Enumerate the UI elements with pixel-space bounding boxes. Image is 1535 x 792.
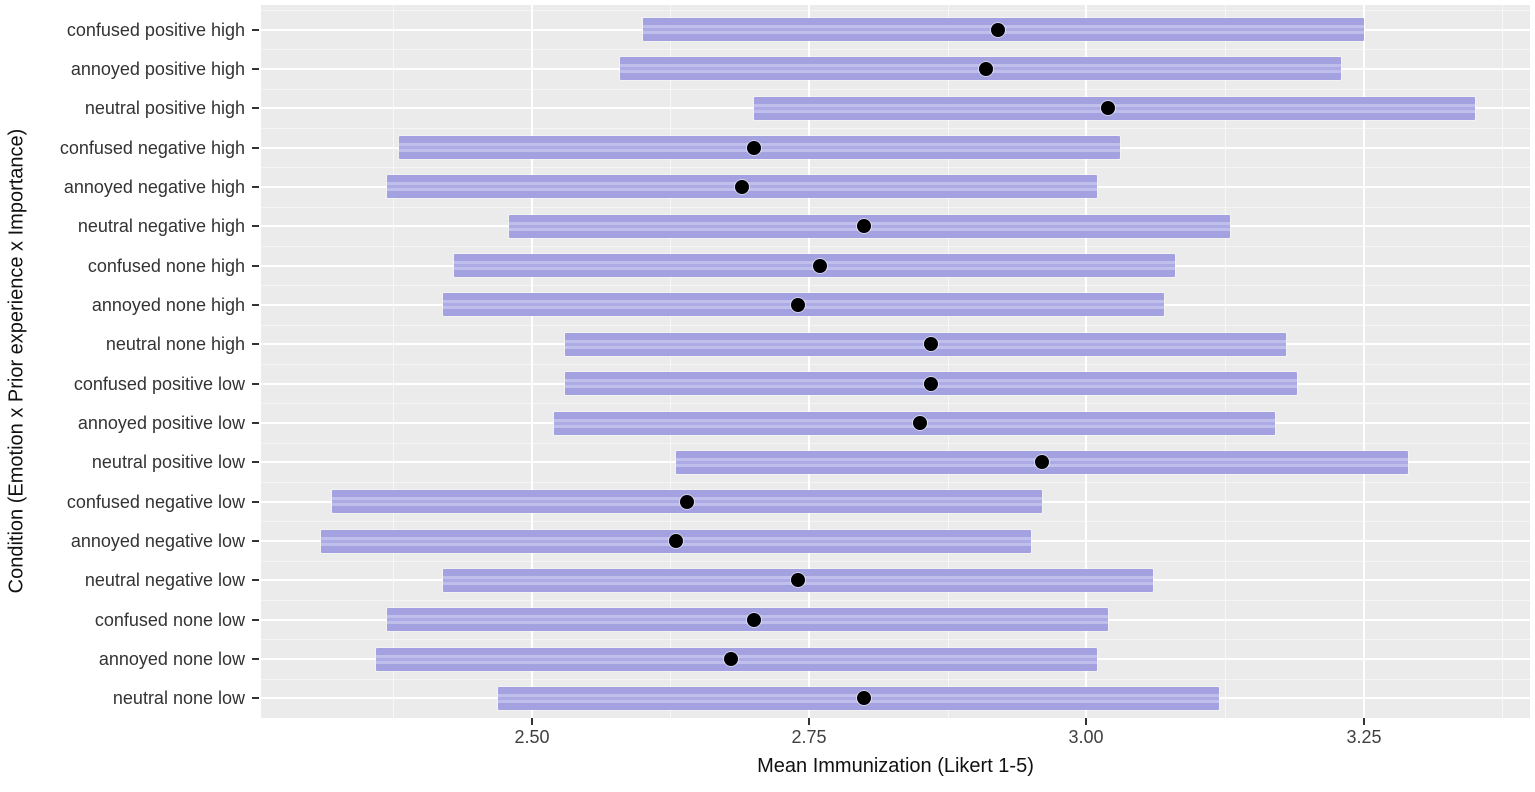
gridline-horizontal-minor: [261, 245, 1530, 247]
y-axis-label: annoyed negative high: [63, 177, 245, 197]
gridline-horizontal-minor: [261, 482, 1530, 484]
gridline-horizontal-minor: [261, 639, 1530, 641]
y-tick: [252, 225, 259, 227]
mean-point: [747, 141, 761, 155]
gridline-horizontal-minor: [261, 403, 1530, 405]
gridline-horizontal-minor: [261, 521, 1530, 523]
y-axis-label: annoyed none high: [91, 295, 245, 315]
y-axis-label: annoyed positive low: [77, 413, 245, 433]
gridline-vertical-minor: [948, 5, 949, 718]
mean-point: [791, 573, 805, 587]
gridline-horizontal-minor: [261, 678, 1530, 680]
y-axis-label: confused negative high: [59, 138, 245, 158]
gridline-vertical-minor: [1502, 5, 1503, 718]
y-axis-label: confused none low: [94, 610, 245, 630]
x-tick-label: 2.50: [514, 727, 550, 747]
y-tick: [252, 422, 259, 424]
x-tick-label: 2.75: [791, 727, 827, 747]
y-tick: [252, 658, 259, 660]
mean-point: [813, 259, 827, 273]
y-axis-label: confused negative low: [66, 492, 245, 512]
y-tick: [252, 265, 259, 267]
gridline-horizontal-minor: [261, 127, 1530, 129]
gridline-vertical-minor: [1225, 5, 1226, 718]
gridline-vertical-major: [1363, 5, 1365, 718]
y-tick: [252, 619, 259, 621]
x-tick: [1085, 718, 1087, 725]
mean-point: [735, 180, 749, 194]
gridline-horizontal-minor: [261, 285, 1530, 287]
y-tick: [252, 186, 259, 188]
mean-point: [747, 613, 761, 627]
y-axis-label: neutral negative low: [84, 570, 245, 590]
gridline-horizontal-minor: [261, 9, 1530, 11]
y-tick: [252, 697, 259, 699]
x-tick-label: 3.00: [1068, 727, 1104, 747]
mean-point: [680, 495, 694, 509]
mean-point: [791, 298, 805, 312]
y-axis-label: neutral none high: [105, 334, 245, 354]
mean-point: [913, 416, 927, 430]
gridline-vertical-major: [1085, 5, 1087, 718]
mean-point: [857, 219, 871, 233]
x-tick: [531, 718, 533, 725]
mean-point: [857, 691, 871, 705]
gridline-horizontal-minor: [261, 560, 1530, 562]
mean-point: [979, 62, 993, 76]
plot-panel: [261, 5, 1530, 718]
mean-point: [924, 337, 938, 351]
y-tick: [252, 147, 259, 149]
y-axis-label: annoyed negative low: [70, 531, 245, 551]
gridline-vertical-major: [531, 5, 533, 718]
mean-point: [1035, 455, 1049, 469]
y-axis-label: confused none high: [87, 256, 245, 276]
y-tick: [252, 540, 259, 542]
mean-point: [924, 377, 938, 391]
x-tick-label: 3.25: [1346, 727, 1382, 747]
mean-point: [1101, 101, 1115, 115]
y-axis-label: confused positive high: [66, 20, 245, 40]
y-axis-label: neutral none low: [112, 688, 245, 708]
gridline-horizontal-minor: [261, 364, 1530, 365]
x-axis-title: Mean Immunization (Likert 1-5): [757, 755, 1034, 777]
gridline-horizontal-minor: [261, 167, 1530, 169]
y-tick: [252, 68, 259, 70]
gridline-horizontal-minor: [261, 442, 1530, 444]
y-axis-label: annoyed none low: [98, 649, 245, 669]
y-axis-label: neutral negative high: [77, 216, 245, 236]
gridline-horizontal-minor: [261, 324, 1530, 326]
y-axis-label: confused positive low: [73, 374, 245, 394]
mean-point: [724, 652, 738, 666]
mean-point: [991, 23, 1005, 37]
x-tick: [808, 718, 810, 725]
y-tick: [252, 343, 259, 345]
y-axis-label: neutral positive low: [91, 452, 245, 472]
y-axis-label: annoyed positive high: [70, 59, 245, 79]
x-tick: [1363, 718, 1365, 725]
y-tick: [252, 304, 259, 306]
y-tick: [252, 383, 259, 385]
mean-point: [669, 534, 683, 548]
y-axis-label: neutral positive high: [84, 98, 245, 118]
gridline-vertical-major: [808, 5, 810, 718]
gridline-vertical-minor: [670, 5, 671, 718]
gridline-horizontal-minor: [261, 49, 1530, 51]
y-tick: [252, 461, 259, 463]
gridline-horizontal-minor: [261, 88, 1530, 90]
gridline-vertical-minor: [393, 5, 394, 718]
gridline-horizontal-minor: [261, 206, 1530, 208]
y-axis-title: Condition (Emotion x Prior experience x …: [5, 128, 28, 594]
y-tick: [252, 501, 259, 503]
gridline-horizontal-minor: [261, 600, 1530, 602]
y-tick: [252, 29, 259, 31]
y-tick: [252, 579, 259, 581]
y-tick: [252, 107, 259, 109]
